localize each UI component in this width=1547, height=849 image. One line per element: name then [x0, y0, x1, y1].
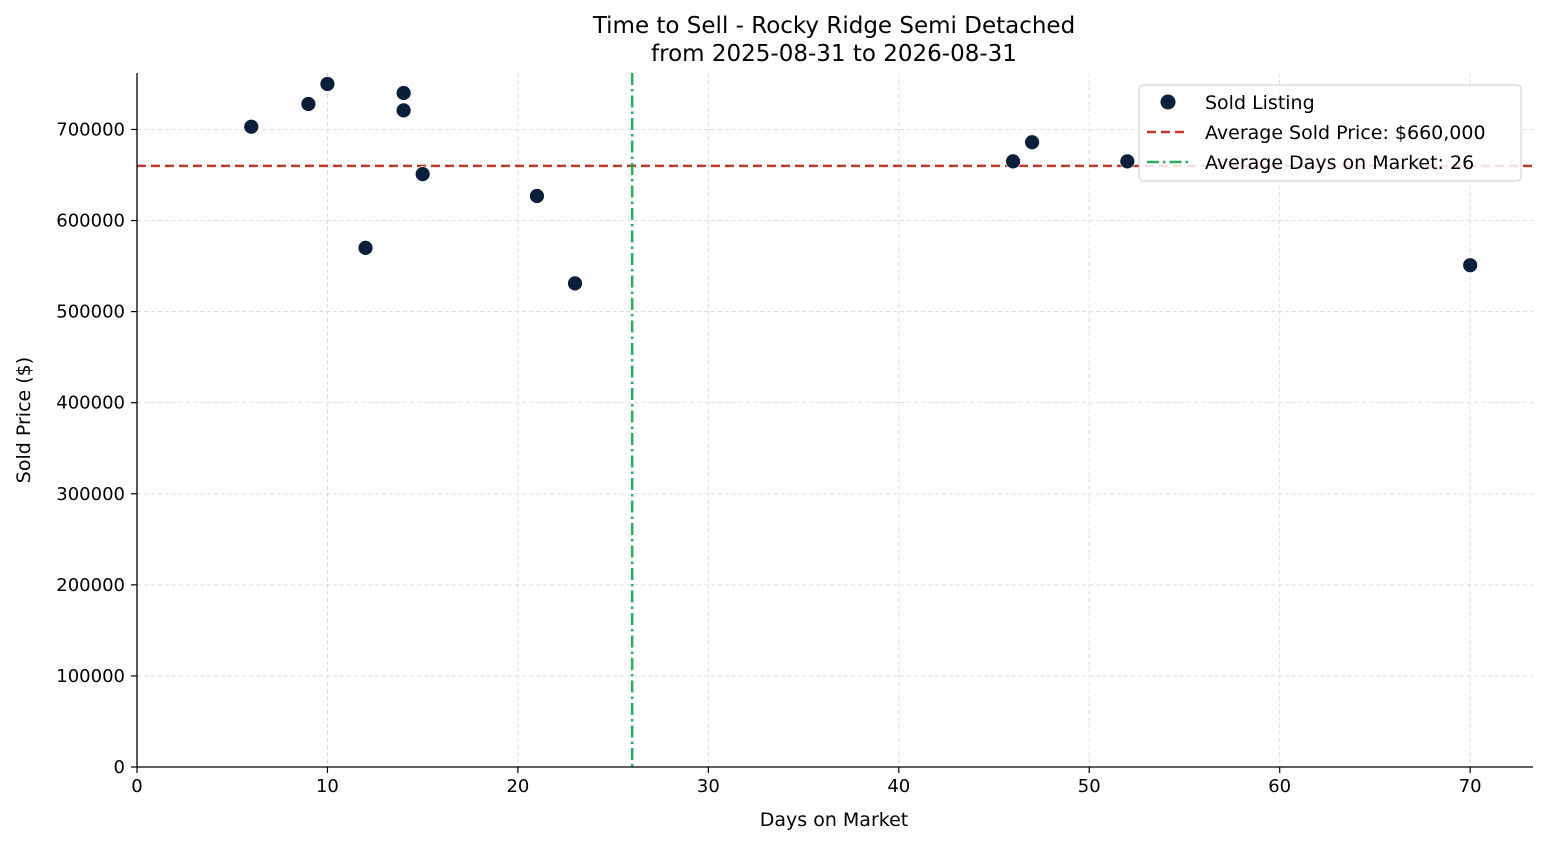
- x-tick-label: 10: [316, 776, 339, 797]
- y-tick-label: 300000: [56, 484, 125, 505]
- data-points: [243, 76, 1479, 292]
- sold-listing-point: [1024, 134, 1041, 151]
- sold-listing-point: [1005, 153, 1021, 170]
- sold-listing-point: [243, 118, 260, 135]
- legend: Sold Listing Average Sold Price: $660,00…: [1138, 84, 1522, 182]
- legend-marker-sold-listing: [1160, 94, 1176, 110]
- x-tick-label: 30: [697, 776, 720, 797]
- y-tick-label: 200000: [56, 575, 125, 596]
- legend-label-average-days: Average Days on Market: 26: [1205, 152, 1474, 174]
- sold-listing-point: [567, 275, 583, 292]
- x-tick-label: 0: [131, 776, 142, 797]
- legend-label-sold-listing: Sold Listing: [1205, 92, 1315, 114]
- chart-title: Time to Sell - Rocky Ridge Semi Detached: [592, 13, 1075, 39]
- y-tick-label: 500000: [56, 302, 125, 323]
- y-tick-label: 100000: [56, 666, 125, 687]
- sold-listing-point: [395, 85, 412, 101]
- x-tick-label: 60: [1268, 776, 1291, 797]
- y-tick-label: 700000: [56, 119, 125, 140]
- sold-listing-point: [357, 239, 374, 256]
- sold-listing-point: [319, 76, 336, 92]
- x-tick-label: 70: [1459, 776, 1482, 797]
- sold-listing-point: [414, 166, 431, 182]
- legend-box: [1138, 84, 1522, 182]
- tick-labels: 0 10 20 30 40 50 60 70 0 100000 200000 300000 400000…: [56, 119, 1481, 797]
- axes: [131, 73, 1533, 773]
- sold-listing-point: [300, 96, 317, 112]
- y-tick-label: 400000: [56, 393, 125, 414]
- sold-listing-point: [395, 102, 412, 119]
- x-tick-label: 40: [887, 776, 910, 797]
- sold-listing-point: [1119, 153, 1136, 170]
- x-tick-label: 20: [506, 776, 529, 797]
- x-axis-label: Days on Market: [760, 809, 908, 831]
- y-axis-label: Sold Price ($): [13, 357, 35, 483]
- sold-listing-point: [1462, 257, 1479, 274]
- x-tick-label: 50: [1078, 776, 1101, 797]
- y-tick-label: 0: [114, 757, 125, 778]
- y-tick-label: 600000: [56, 211, 125, 232]
- legend-label-average-price: Average Sold Price: $660,000: [1205, 122, 1486, 144]
- chart-subtitle: from 2025-08-31 to 2026-08-31: [651, 41, 1017, 67]
- sold-listing-point: [529, 188, 545, 204]
